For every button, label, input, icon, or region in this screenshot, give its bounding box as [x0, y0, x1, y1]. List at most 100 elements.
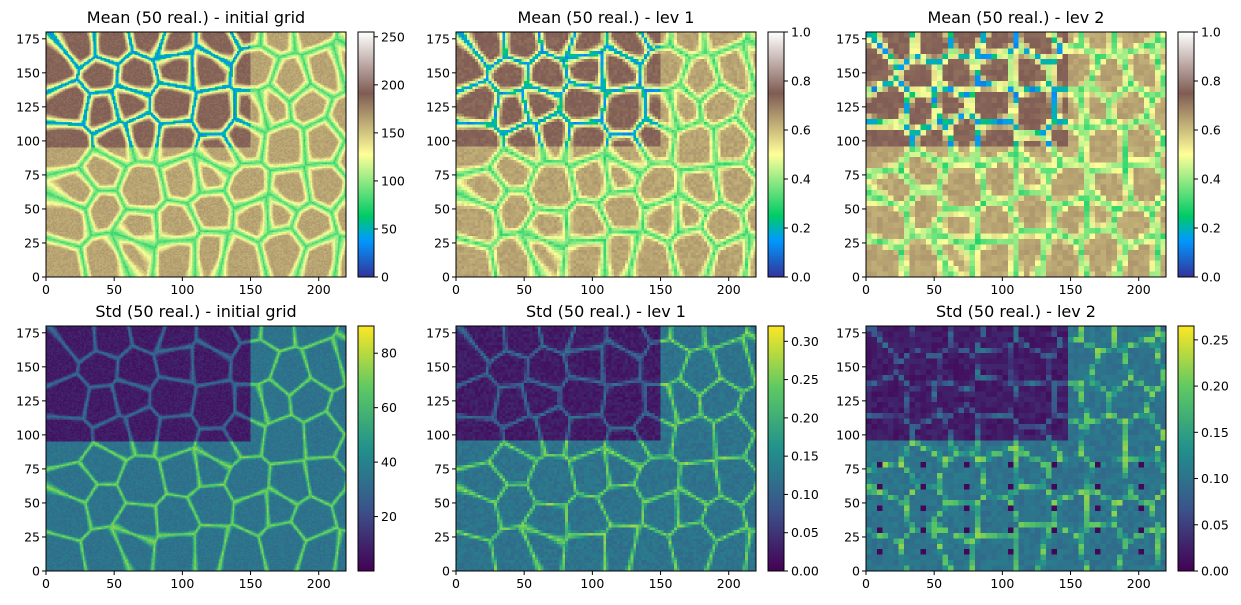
y-tick-label: 125 — [16, 99, 40, 114]
chart-title: Mean (50 real.) - lev 1 — [518, 8, 695, 27]
x-tick-label: 50 — [106, 282, 122, 297]
chart-panel-5: Std (50 real.) - lev 2 0 50 100 150 200 0 25 50 7… — [836, 302, 1229, 591]
y-tick-label: 50 — [24, 201, 40, 216]
colorbar-tick-label: 0.30 — [791, 334, 819, 349]
chart-title: Std (50 real.) - lev 2 — [936, 302, 1096, 321]
y-tick-label: 125 — [836, 99, 860, 114]
y-tick-label: 150 — [16, 359, 40, 374]
y-tick-label: 50 — [434, 495, 450, 510]
colorbar-tick-label: 200 — [381, 77, 405, 92]
axes-frame — [45, 31, 347, 278]
axes-frame — [865, 325, 1167, 572]
colorbar-tick-label: 0.8 — [1201, 74, 1221, 89]
colorbar-tick-label: 0.6 — [791, 123, 811, 138]
y-tick-label: 125 — [426, 393, 450, 408]
colorbar-tick-label: 1.0 — [791, 25, 811, 40]
colorbar-tick-label: 0.10 — [791, 487, 819, 502]
y-tick-label: 0 — [442, 270, 450, 285]
colorbar — [358, 32, 374, 277]
x-tick-label: 0 — [42, 576, 50, 591]
x-tick-label: 200 — [1127, 576, 1151, 591]
y-tick-label: 150 — [16, 65, 40, 80]
x-tick-label: 200 — [717, 576, 741, 591]
axes-frame — [455, 31, 757, 278]
colorbar-frame — [1177, 31, 1195, 278]
chart-title: Std (50 real.) - lev 1 — [526, 302, 686, 321]
colorbar-tick-label: 0.00 — [791, 564, 819, 579]
x-tick-label: 150 — [649, 282, 673, 297]
colorbar-tick-label: 0.4 — [791, 172, 811, 187]
colorbar-tick-label: 40 — [381, 455, 397, 470]
x-tick-label: 100 — [990, 576, 1014, 591]
y-tick-label: 125 — [16, 393, 40, 408]
chart-panel-3: Std (50 real.) - initial grid 0 50 100 150 20… — [16, 302, 397, 591]
y-tick-label: 0 — [852, 564, 860, 579]
y-tick-label: 25 — [434, 235, 450, 250]
colorbar — [768, 326, 784, 571]
y-tick-label: 175 — [16, 31, 40, 46]
x-tick-label: 100 — [580, 282, 604, 297]
x-tick-label: 150 — [239, 282, 263, 297]
x-tick-label: 100 — [170, 576, 194, 591]
chart-panel-4: Std (50 real.) - lev 1 0 50 100 150 200 0 25 50 7… — [426, 302, 819, 591]
colorbar-tick-label: 250 — [381, 29, 405, 44]
y-tick-label: 175 — [16, 325, 40, 340]
colorbar-frame — [1177, 325, 1195, 572]
y-tick-label: 50 — [844, 495, 860, 510]
x-tick-label: 150 — [239, 576, 263, 591]
x-tick-label: 0 — [862, 576, 870, 591]
y-tick-label: 100 — [16, 133, 40, 148]
chart-title: Mean (50 real.) - lev 2 — [928, 8, 1105, 27]
y-tick-label: 75 — [434, 461, 450, 476]
y-tick-label: 175 — [836, 31, 860, 46]
heatmap-image — [46, 32, 346, 277]
colorbar — [358, 326, 374, 571]
colorbar-tick-label: 0.2 — [791, 221, 811, 236]
x-tick-label: 0 — [452, 282, 460, 297]
y-tick-label: 150 — [836, 65, 860, 80]
axes-frame — [45, 325, 347, 572]
colorbar-tick-label: 0.20 — [791, 410, 819, 425]
x-tick-label: 100 — [170, 282, 194, 297]
y-tick-label: 175 — [426, 31, 450, 46]
y-tick-label: 75 — [24, 461, 40, 476]
colorbar-tick-label: 0.05 — [1201, 517, 1229, 532]
colorbar-tick-label: 150 — [381, 125, 405, 140]
colorbar-tick-label: 0.2 — [1201, 221, 1221, 236]
y-tick-label: 25 — [24, 235, 40, 250]
y-tick-label: 25 — [844, 235, 860, 250]
y-tick-label: 25 — [24, 529, 40, 544]
y-tick-label: 25 — [844, 529, 860, 544]
x-tick-label: 150 — [1059, 282, 1083, 297]
y-tick-label: 175 — [426, 325, 450, 340]
colorbar-tick-label: 0.05 — [791, 525, 819, 540]
x-tick-label: 200 — [717, 282, 741, 297]
x-tick-label: 0 — [862, 282, 870, 297]
colorbar-tick-label: 0.6 — [1201, 123, 1221, 138]
colorbar-frame — [767, 325, 785, 572]
colorbar-tick-label: 80 — [381, 346, 397, 361]
colorbar-tick-label: 100 — [381, 173, 405, 188]
colorbar-tick-label: 0.25 — [1201, 332, 1229, 347]
y-tick-label: 100 — [426, 133, 450, 148]
colorbar-tick-label: 60 — [381, 400, 397, 415]
chart-panel-0: Mean (50 real.) - initial grid 0 50 100 150 2… — [16, 8, 405, 297]
colorbar-tick-label: 0.0 — [1201, 270, 1221, 285]
colorbar-tick-label: 0.4 — [1201, 172, 1221, 187]
x-tick-label: 200 — [307, 282, 331, 297]
chart-panel-2: Mean (50 real.) - lev 2 0 50 100 150 200 0 25 50… — [836, 8, 1221, 297]
y-tick-label: 175 — [836, 325, 860, 340]
colorbar-tick-label: 0.15 — [791, 449, 819, 464]
x-tick-label: 200 — [1127, 282, 1151, 297]
y-tick-label: 0 — [852, 270, 860, 285]
heatmap-image — [46, 326, 346, 571]
y-tick-label: 75 — [24, 167, 40, 182]
y-tick-label: 125 — [836, 393, 860, 408]
y-tick-label: 100 — [836, 427, 860, 442]
y-tick-label: 0 — [32, 270, 40, 285]
chart-title: Mean (50 real.) - initial grid — [87, 8, 305, 27]
heatmap-image — [866, 32, 1166, 277]
colorbar — [1178, 32, 1194, 277]
colorbar-tick-label: 0.15 — [1201, 425, 1229, 440]
